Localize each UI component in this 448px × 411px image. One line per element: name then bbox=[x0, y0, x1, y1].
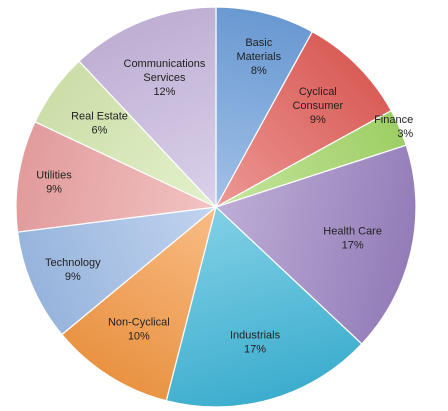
pct-finance: 3% bbox=[397, 128, 413, 140]
pie-slices bbox=[15, 6, 417, 408]
label-basic-materials: Basic Materials 8% bbox=[236, 37, 281, 77]
pct-basic-materials: 8% bbox=[251, 65, 267, 77]
label-health-care: Health Care 17% bbox=[323, 226, 382, 252]
pct-health-care: 17% bbox=[342, 240, 364, 252]
slice-utilities bbox=[15, 121, 219, 233]
label-real-estate: Real Estate 6% bbox=[71, 110, 128, 136]
label-finance: Finance 3% bbox=[374, 114, 413, 140]
slice-communications-services bbox=[78, 6, 217, 209]
label-technology: Technology 9% bbox=[45, 257, 101, 283]
slice-labels: Basic Materials 8% Cyclical Consumer 9% Financ… bbox=[36, 37, 413, 356]
pct-communications-services: 12% bbox=[153, 86, 175, 98]
pct-real-estate: 6% bbox=[92, 124, 108, 136]
slice-health-care bbox=[214, 144, 417, 345]
pct-industrials: 17% bbox=[244, 343, 266, 355]
slice-non-cyclical bbox=[61, 205, 218, 402]
pct-technology: 9% bbox=[65, 271, 81, 283]
label-cyclical-consumer: Cyclical Consumer 9% bbox=[292, 86, 343, 126]
slice-cyclical-consumer bbox=[214, 30, 393, 209]
slice-basic-materials bbox=[215, 6, 314, 208]
label-industrials: Industrials 17% bbox=[230, 329, 281, 355]
pct-non-cyclical: 10% bbox=[128, 331, 150, 343]
label-communications-services: Communications Services 12% bbox=[124, 58, 206, 98]
label-utilities: Utilities 9% bbox=[36, 169, 72, 195]
pct-utilities: 9% bbox=[46, 183, 62, 195]
label-non-cyclical: Non-Cyclical 10% bbox=[108, 317, 170, 343]
slice-technology bbox=[16, 206, 218, 336]
slice-industrials bbox=[165, 205, 363, 408]
pct-cyclical-consumer: 9% bbox=[310, 114, 326, 126]
